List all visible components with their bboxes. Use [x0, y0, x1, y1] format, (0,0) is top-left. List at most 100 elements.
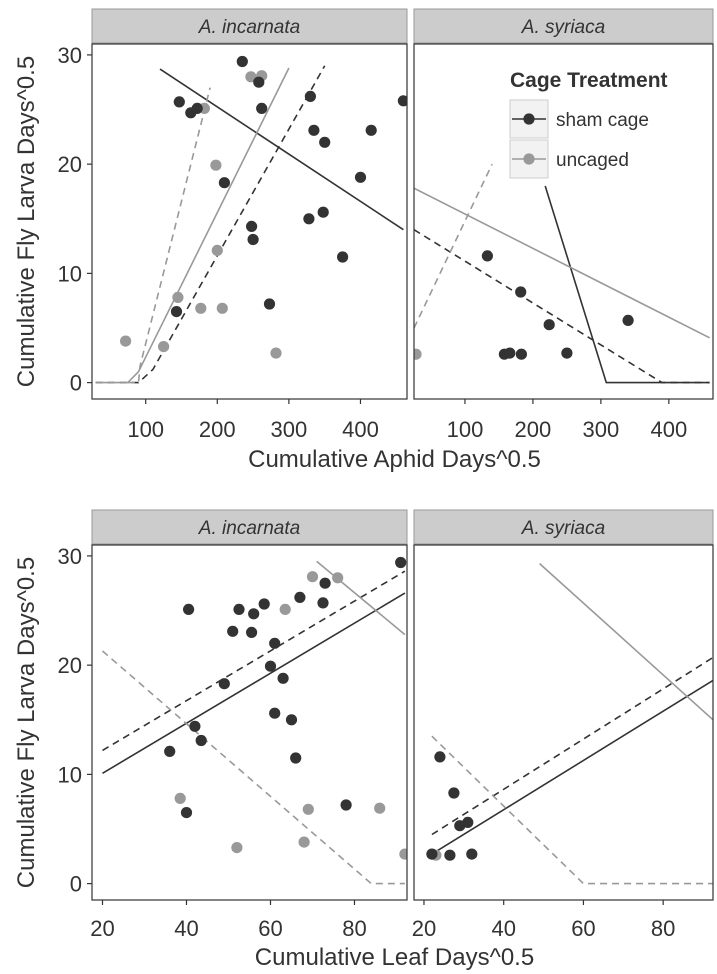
sham-cage-point	[233, 603, 245, 616]
sham-cage-point	[173, 96, 185, 108]
uncaged-point	[211, 244, 223, 256]
uncaged-point	[195, 302, 207, 314]
panel-border	[91, 43, 408, 400]
sham-cage-point	[397, 95, 407, 107]
sham-cage-point	[269, 637, 281, 649]
fit-line-solid	[431, 679, 713, 855]
uncaged-point	[302, 803, 314, 815]
x-tick-label: 200	[199, 417, 236, 442]
sham-cage-point	[319, 136, 331, 148]
uncaged-point	[231, 842, 243, 854]
uncaged-point	[120, 335, 132, 347]
sham-cage-point	[317, 597, 329, 609]
sham-cage-point	[319, 577, 331, 589]
sham-cage-point	[308, 124, 320, 136]
sham-cage-point	[515, 286, 527, 298]
legend-key-point	[523, 113, 535, 125]
y-tick-label: 30	[58, 43, 82, 68]
y-tick-label: 10	[58, 762, 82, 787]
y-axis-title: Cumulative Fly Larva Days^0.5	[13, 557, 40, 888]
uncaged-point	[332, 572, 344, 584]
uncaged-point	[279, 603, 291, 616]
fit-line-dashed	[431, 656, 713, 836]
sham-cage-point	[218, 177, 230, 189]
sham-cage-point	[426, 848, 438, 860]
sham-cage-point	[285, 714, 298, 726]
legend-key-point	[523, 153, 535, 165]
sham-cage-point	[294, 591, 306, 604]
panel-background	[414, 44, 713, 399]
sham-cage-point	[365, 124, 377, 136]
x-tick-label: 80	[651, 916, 675, 941]
x-tick-label: 200	[515, 417, 552, 442]
panel-strip-label: A. syriaca	[521, 17, 605, 38]
sham-cage-point	[246, 220, 258, 232]
x-axis-title: Cumulative Aphid Days^0.5	[248, 446, 541, 473]
fit-line-solid	[316, 560, 406, 636]
fit-line-dashed	[102, 570, 406, 752]
legend-label: sham cage	[556, 110, 649, 131]
panel-plot-area	[95, 55, 407, 384]
x-tick-label: 400	[342, 417, 379, 442]
panel-strip	[91, 509, 408, 545]
sham-cage-point	[561, 347, 573, 359]
sham-cage-point	[218, 678, 230, 690]
fit-line-dashed	[414, 163, 493, 329]
x-tick-label: 40	[491, 916, 515, 941]
sham-cage-point	[622, 314, 634, 326]
legend-title: Cage Treatment	[510, 69, 668, 92]
legend: Cage Treatment sham cage uncaged	[509, 69, 668, 179]
x-tick-label: 20	[90, 916, 114, 941]
sham-cage-point	[395, 556, 407, 569]
panel-1-1: A. syriaca 20 40 60 80	[412, 509, 714, 941]
panel-strip	[413, 509, 714, 545]
y-tick-label: 30	[58, 544, 82, 569]
x-tick-label: 80	[342, 916, 366, 941]
sham-cage-point	[164, 745, 176, 758]
fit-line-solid	[414, 187, 710, 339]
y-tick-label: 20	[58, 152, 82, 177]
uncaged-point	[210, 159, 222, 171]
x-tick-label: 20	[412, 916, 436, 941]
fit-line-solid	[102, 592, 406, 774]
uncaged-point	[245, 71, 257, 83]
panel-background	[92, 545, 407, 900]
sham-cage-point	[290, 752, 302, 764]
sham-cage-point	[256, 102, 268, 114]
sham-cage-point	[248, 608, 260, 620]
sham-cage-point	[180, 807, 193, 819]
fit-line-solid	[95, 67, 290, 384]
sham-cage-point	[337, 251, 349, 263]
sham-cage-point	[466, 848, 478, 860]
fit-line-dashed	[414, 229, 710, 384]
panel-border	[413, 43, 714, 400]
y-tick-label: 10	[58, 261, 82, 286]
sham-cage-point	[303, 213, 315, 225]
sham-cage-point	[269, 707, 281, 719]
x-axis-title: Cumulative Leaf Days^0.5	[255, 944, 534, 971]
y-axis-title: Cumulative Fly Larva Days^0.5	[13, 56, 40, 387]
panel-0-1: A. syriaca 100 200 300 400	[413, 8, 714, 442]
panel-plot-area	[414, 163, 710, 384]
panel-plot-area	[101, 556, 407, 885]
panel-strip-label: A. incarnata	[198, 518, 300, 539]
sham-cage-point	[246, 626, 258, 639]
panel-strip	[91, 8, 408, 44]
x-tick-label: 60	[571, 916, 595, 941]
panel-border	[91, 544, 408, 901]
sham-cage-point	[543, 319, 555, 331]
x-tick-label: 300	[583, 417, 620, 442]
uncaged-point	[374, 802, 386, 814]
y-tick-label: 0	[70, 371, 82, 396]
sham-cage-point	[304, 90, 316, 102]
uncaged-point	[298, 836, 310, 848]
uncaged-point	[216, 302, 228, 314]
uncaged-point	[399, 848, 407, 860]
sham-cage-point	[189, 720, 201, 732]
sham-cage-point	[462, 816, 474, 829]
sham-cage-point	[264, 660, 277, 672]
legend-label: uncaged	[556, 150, 629, 171]
uncaged-point	[306, 571, 319, 583]
x-tick-label: 100	[127, 417, 164, 442]
